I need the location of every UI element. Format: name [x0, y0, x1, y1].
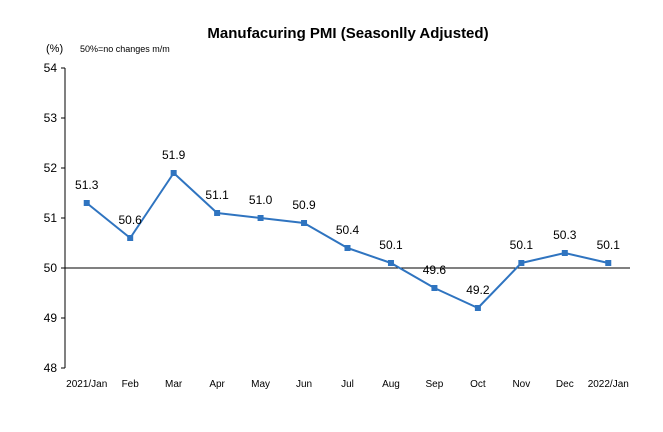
data-point	[474, 305, 481, 311]
data-label: 50.1	[510, 238, 534, 252]
data-point	[561, 250, 568, 256]
data-point	[431, 285, 438, 291]
y-tick-label: 49	[44, 311, 58, 325]
x-tick-label: Jun	[296, 379, 312, 390]
y-tick-label: 52	[44, 161, 58, 175]
data-point	[257, 215, 264, 221]
x-tick-label: Nov	[512, 379, 530, 390]
data-label: 50.1	[597, 238, 621, 252]
x-tick-label: Feb	[122, 379, 140, 390]
data-point	[518, 260, 525, 266]
data-point	[605, 260, 612, 266]
y-tick-label: 50	[44, 261, 58, 275]
data-label: 50.1	[379, 238, 403, 252]
axes	[64, 68, 630, 368]
data-label: 50.9	[292, 198, 316, 212]
data-point	[387, 260, 394, 266]
x-tick-label: 2022/Jan	[588, 379, 629, 390]
data-point	[344, 245, 351, 251]
data-label: 50.4	[336, 223, 360, 237]
data-point	[301, 220, 308, 226]
data-label: 51.0	[249, 193, 273, 207]
x-tick-label: May	[251, 379, 270, 390]
data-label: 50.6	[119, 213, 143, 227]
x-tick-label: Oct	[470, 379, 486, 390]
y-tick-label: 54	[44, 61, 58, 75]
x-tick-label: Jul	[341, 379, 354, 390]
series-markers	[83, 170, 612, 311]
data-label: 51.1	[205, 188, 229, 202]
x-tick-label: Mar	[165, 379, 183, 390]
x-tick-label: Dec	[556, 379, 574, 390]
data-label: 49.6	[423, 263, 447, 277]
data-label: 51.3	[75, 178, 99, 192]
baseline-note: 50%=no changes m/m	[80, 44, 170, 54]
x-tick-label: 2021/Jan	[66, 379, 107, 390]
y-tick-label: 48	[44, 361, 58, 375]
chart-title: Manufacuring PMI (Seasonlly Adjusted)	[207, 25, 488, 42]
x-tick-label: Apr	[209, 379, 225, 390]
data-label: 49.2	[466, 283, 490, 297]
data-label: 50.3	[553, 228, 577, 242]
data-point	[83, 200, 90, 206]
data-point	[170, 170, 177, 176]
y-tick-label: 51	[44, 211, 58, 225]
data-labels: 51.3 50.6 51.9 51.1 51.0 50.9 50.4 50.1 49.6 49.2…	[75, 148, 620, 297]
unit-label: (%)	[46, 43, 63, 55]
data-label: 51.9	[162, 148, 186, 162]
data-point	[127, 235, 134, 241]
x-tick-label: Aug	[382, 379, 400, 390]
data-point	[214, 210, 221, 216]
y-axis-ticks: 48 49 50 51 52 53 54	[44, 61, 65, 375]
y-tick-label: 53	[44, 111, 58, 125]
x-axis-ticks: 2021/Jan Feb Mar Apr May Jun Jul Aug Sep Oct Nov De…	[66, 379, 629, 390]
x-tick-label: Sep	[426, 379, 444, 390]
